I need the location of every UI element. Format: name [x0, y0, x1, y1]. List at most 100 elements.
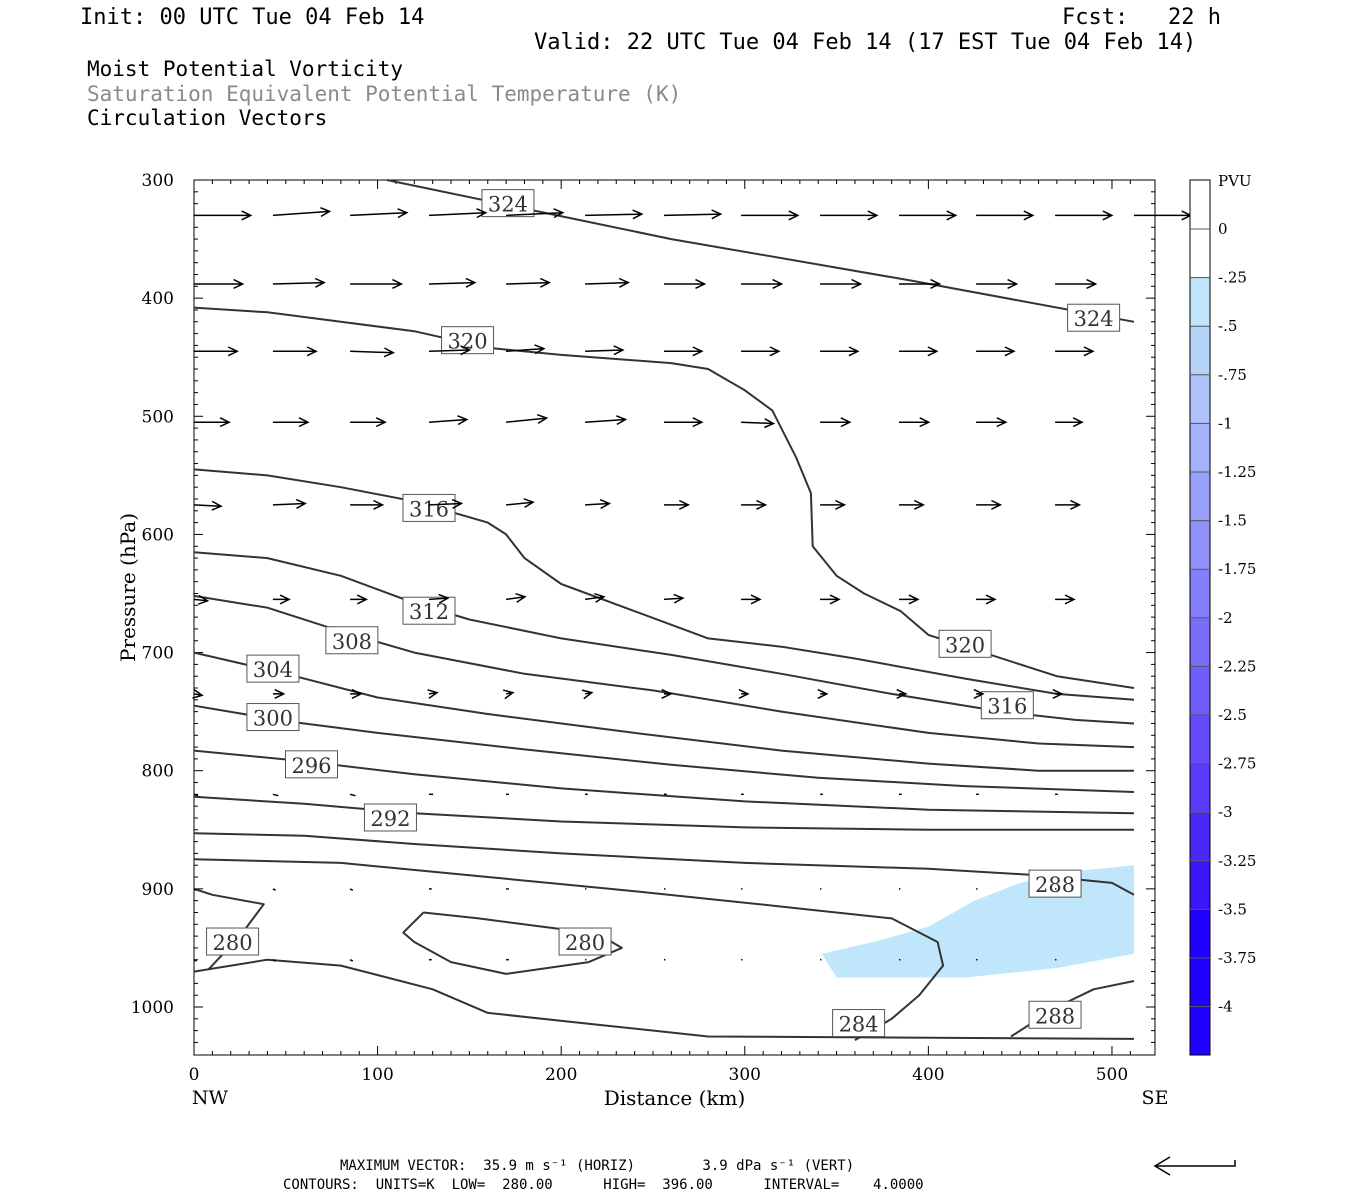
init-time: Init: 00 UTC Tue 04 Feb 14 — [80, 5, 425, 30]
circulation-vector — [427, 689, 439, 699]
contour-280 — [193, 958, 1135, 1040]
circulation-vector — [584, 592, 606, 603]
circulation-vector — [664, 346, 704, 357]
contour-280 — [402, 911, 623, 975]
colorbar-cell — [1190, 811, 1210, 861]
x-tick-label: 0 — [189, 1065, 200, 1085]
circulation-vector — [663, 593, 685, 604]
circulation-vector — [272, 888, 276, 891]
colorbar-label: -.75 — [1218, 366, 1247, 384]
circulation-vector — [820, 417, 852, 428]
contour-label-box — [1067, 303, 1121, 332]
circulation-vector — [899, 417, 931, 428]
contour-label: 304 — [253, 658, 293, 682]
y-tick-label: 800 — [142, 762, 174, 782]
circulation-vector — [1055, 499, 1082, 510]
circulation-vector — [663, 209, 723, 220]
circulation-vector — [350, 417, 387, 428]
contour-info-note: CONTOURS: UNITS=K LOW= 280.00 HIGH= 396.… — [283, 1177, 924, 1193]
circulation-vector — [272, 959, 276, 962]
circulation-vector — [741, 210, 800, 221]
circulation-vector — [272, 594, 291, 605]
colorbar-label: -2.75 — [1218, 755, 1256, 773]
colorbar-label: 0 — [1218, 220, 1228, 238]
circulation-vector — [976, 278, 1019, 289]
contour-308 — [193, 594, 1135, 749]
contour-label: 320 — [945, 633, 985, 657]
contour-label: 296 — [291, 754, 331, 778]
contour-292 — [193, 795, 1134, 831]
circulation-vector — [1055, 278, 1098, 289]
y-tick-label: 1000 — [131, 998, 174, 1018]
circulation-vector — [350, 594, 369, 605]
colorbar-label: -4 — [1218, 998, 1233, 1016]
x-end-label-se: SE — [1142, 1087, 1169, 1109]
contour-label: 324 — [488, 193, 528, 217]
circulation-vector — [1055, 346, 1095, 357]
circulation-vector — [194, 278, 245, 289]
x-tick-label: 200 — [545, 1065, 577, 1085]
contour-label: 288 — [1035, 873, 1075, 897]
circulation-vector — [820, 210, 879, 221]
circulation-vector — [428, 208, 488, 219]
colorbar-label: -2.5 — [1218, 706, 1247, 724]
circulation-vector — [741, 346, 781, 357]
circulation-vector — [585, 499, 612, 510]
colorbar-label: -3.75 — [1218, 949, 1256, 967]
circulation-vector — [585, 209, 644, 220]
contour-label-box — [246, 654, 300, 683]
circulation-vector — [428, 498, 464, 509]
colorbar-cell — [1190, 617, 1210, 666]
colorbar-cell — [1190, 277, 1210, 326]
circulation-vector — [349, 888, 354, 891]
colorbar-label: -1 — [1218, 414, 1233, 432]
contour-label-box — [980, 691, 1034, 720]
contour-label: 316 — [987, 695, 1027, 719]
colorbar-label: -3.25 — [1218, 852, 1256, 870]
circulation-vector — [506, 208, 565, 219]
contour-label: 280 — [213, 931, 253, 955]
circulation-vector — [506, 498, 535, 509]
circulation-vector — [194, 417, 231, 428]
y-tick-label: 600 — [142, 525, 174, 545]
circulation-vector — [899, 278, 942, 289]
circulation-vector — [193, 793, 199, 797]
field-title-mpv: Moist Potential Vorticity — [87, 57, 404, 81]
circulation-vector — [1055, 417, 1084, 428]
circulation-vector — [585, 415, 628, 426]
circulation-vector — [738, 688, 750, 699]
forecast-hour: Fcst: 22 h — [1062, 5, 1221, 30]
circulation-vector — [349, 793, 356, 797]
y-tick-label: 300 — [142, 171, 174, 191]
contour-label-box — [402, 493, 456, 522]
contour-label-box — [206, 927, 260, 956]
circulation-vector — [976, 499, 1003, 510]
valid-time: Valid: 22 UTC Tue 04 Feb 14 (17 EST Tue … — [534, 30, 1197, 55]
colorbar-cell — [1190, 666, 1210, 715]
circulation-vector — [820, 278, 863, 289]
colorbar-label: -1.25 — [1218, 463, 1256, 481]
circulation-vector — [585, 277, 631, 288]
circulation-vector — [428, 345, 472, 356]
colorbar-label: -3 — [1218, 803, 1233, 821]
circulation-vector — [976, 346, 1016, 357]
x-tick-label: 400 — [912, 1065, 944, 1085]
colorbar-label: -1.5 — [1218, 512, 1247, 530]
contour-label-box — [402, 596, 456, 625]
circulation-vector — [503, 689, 515, 700]
colorbar-label: -3.5 — [1218, 900, 1247, 918]
circulation-vector — [428, 415, 469, 426]
colorbar-cell — [1190, 860, 1210, 909]
circulation-vector — [899, 210, 958, 221]
circulation-vector — [976, 594, 997, 605]
contour-label-box — [246, 703, 300, 732]
contour-288 — [193, 832, 1135, 896]
y-tick-label: 700 — [142, 644, 174, 664]
circulation-vector — [817, 688, 829, 699]
contour-304 — [193, 651, 1134, 772]
circulation-vector — [193, 500, 223, 511]
circulation-vector — [505, 592, 527, 603]
circulation-vector — [899, 346, 939, 357]
circulation-vector — [193, 959, 198, 962]
circulation-vector — [1052, 688, 1064, 699]
